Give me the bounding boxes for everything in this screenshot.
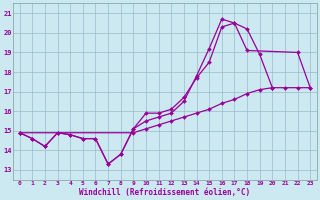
- X-axis label: Windchill (Refroidissement éolien,°C): Windchill (Refroidissement éolien,°C): [79, 188, 251, 197]
